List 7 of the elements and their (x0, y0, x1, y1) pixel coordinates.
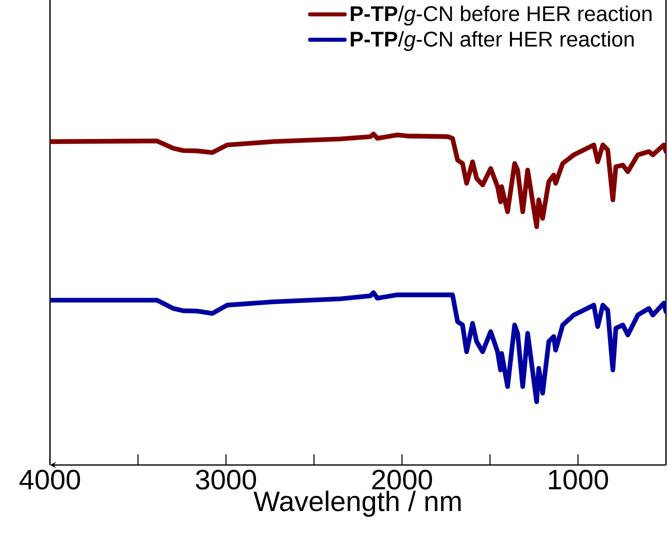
legend-label: P-TP/g-CN after HER reaction (350, 31, 634, 51)
x-axis-title: Wavelength / nm (254, 490, 461, 517)
x-tick-label: 2000 (372, 470, 432, 490)
x-tick-label: 3000 (196, 470, 256, 490)
x-tick-label: 1000 (548, 470, 608, 490)
x-tick-label: 4000 (19, 470, 80, 490)
legend-label: P-TP/g-CN before HER reaction (350, 6, 652, 26)
